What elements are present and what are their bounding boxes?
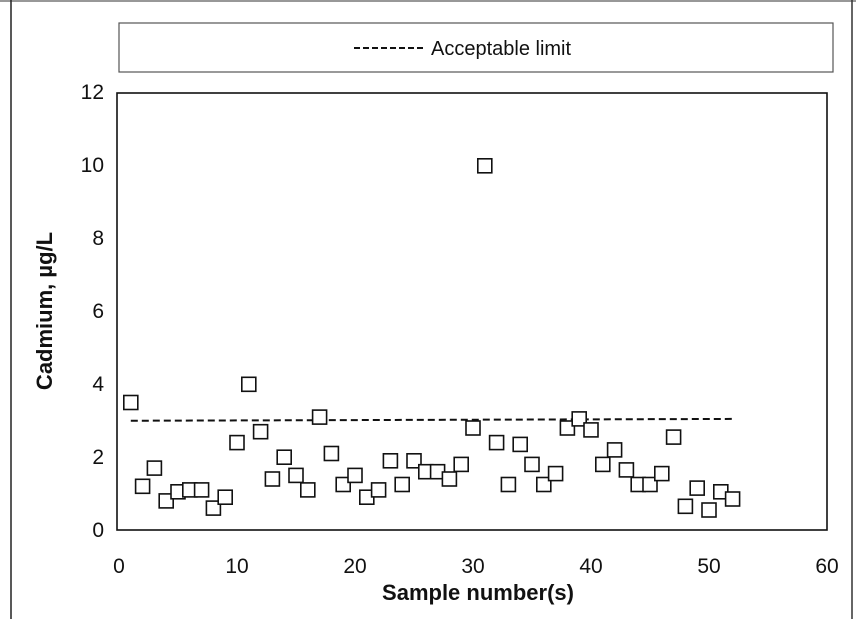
data-point (299, 482, 316, 498)
data-point (394, 476, 411, 493)
data-point (465, 420, 481, 436)
data-point (406, 452, 422, 469)
data-point (535, 476, 552, 493)
data-point (382, 452, 399, 469)
x-tick-label: 30 (461, 555, 484, 578)
data-point (689, 480, 706, 496)
data-point (512, 436, 529, 453)
acceptable-limit-line (130, 417, 733, 422)
y-tick-label: 4 (92, 373, 104, 396)
x-axis-title: Sample number(s) (382, 580, 574, 605)
data-point (241, 376, 257, 393)
data-point (571, 411, 588, 427)
data-point (441, 471, 458, 487)
data-point (642, 476, 658, 493)
y-tick-label: 10 (81, 154, 104, 177)
data-point (335, 476, 352, 493)
data-points-layer (123, 158, 741, 518)
data-point (724, 491, 741, 507)
legend-box (118, 22, 834, 73)
x-tick-label: 40 (579, 555, 602, 578)
data-point (453, 456, 470, 473)
data-point (606, 442, 623, 458)
data-point (123, 394, 139, 411)
data-point (158, 493, 174, 509)
plot-area (116, 92, 828, 531)
legend: Acceptable limit (118, 22, 834, 73)
data-point (276, 449, 293, 466)
data-point (264, 471, 281, 487)
data-point (701, 502, 717, 518)
y-tick-label: 6 (92, 300, 104, 323)
data-point (193, 482, 210, 498)
x-tick-label: 20 (343, 555, 366, 578)
y-axis-title: Cadmium, µg/L (32, 232, 57, 390)
data-point (677, 498, 694, 515)
data-point (370, 482, 387, 498)
data-point (618, 462, 635, 478)
y-axis: 0 2 4 6 8 10 12 (81, 81, 105, 542)
data-point (488, 434, 505, 451)
data-point (559, 420, 576, 436)
data-point (252, 423, 269, 440)
data-point (594, 456, 611, 473)
data-point (500, 476, 517, 493)
data-point (583, 422, 599, 438)
x-tick-label: 60 (815, 555, 838, 578)
data-point (205, 500, 222, 516)
legend-label: Acceptable limit (431, 38, 572, 60)
data-point (217, 489, 233, 506)
x-axis: 0 10 20 30 40 50 60 (113, 555, 839, 578)
data-point (311, 409, 328, 425)
y-tick-label: 8 (92, 227, 104, 250)
x-tick-label: 0 (113, 555, 125, 578)
data-point (476, 158, 493, 174)
data-point (229, 434, 245, 451)
y-tick-label: 12 (81, 81, 104, 104)
data-point (665, 429, 682, 445)
y-tick-label: 0 (92, 519, 104, 542)
data-point (288, 467, 304, 484)
data-point (547, 465, 564, 482)
y-tick-label: 2 (92, 446, 104, 469)
data-point (323, 445, 340, 462)
data-point (653, 465, 670, 482)
x-tick-label: 50 (697, 555, 720, 578)
data-point (524, 456, 540, 473)
x-tick-label: 10 (225, 555, 248, 578)
data-point (347, 467, 363, 484)
data-point (146, 460, 163, 476)
acceptable-limit-layer (130, 417, 733, 422)
data-point (134, 478, 151, 495)
